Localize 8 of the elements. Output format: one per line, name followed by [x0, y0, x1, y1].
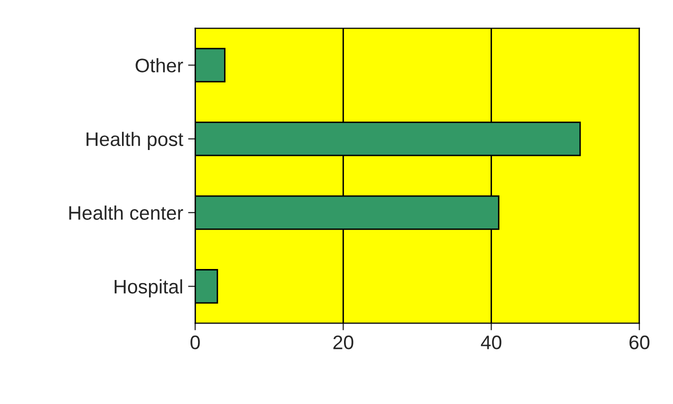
x-tick-label: 20 — [333, 336, 354, 350]
y-tick-label: Hospital — [114, 279, 182, 298]
x-tick-label: 60 — [630, 336, 650, 350]
x-tick-label: 0 — [190, 336, 200, 350]
y-tick-label: Health center — [69, 206, 184, 220]
x-tick-label: 40 — [480, 336, 502, 350]
y-tick-label: Other — [136, 58, 184, 72]
y-tick-label: Health post — [86, 132, 184, 150]
